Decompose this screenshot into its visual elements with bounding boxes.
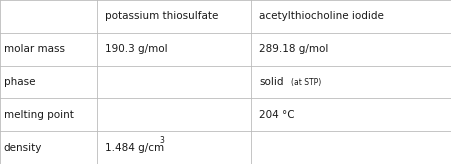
Text: solid: solid (258, 77, 283, 87)
Text: potassium thiosulfate: potassium thiosulfate (105, 11, 218, 21)
Text: density: density (4, 143, 42, 153)
Text: 289.18 g/mol: 289.18 g/mol (258, 44, 327, 54)
Text: 3: 3 (159, 136, 164, 145)
Text: phase: phase (4, 77, 35, 87)
Text: 1.484 g/cm: 1.484 g/cm (105, 143, 164, 153)
Text: molar mass: molar mass (4, 44, 64, 54)
Text: melting point: melting point (4, 110, 74, 120)
Text: (at STP): (at STP) (290, 78, 321, 86)
Text: 204 °C: 204 °C (258, 110, 294, 120)
Text: 190.3 g/mol: 190.3 g/mol (105, 44, 168, 54)
Text: acetylthiocholine iodide: acetylthiocholine iodide (258, 11, 383, 21)
